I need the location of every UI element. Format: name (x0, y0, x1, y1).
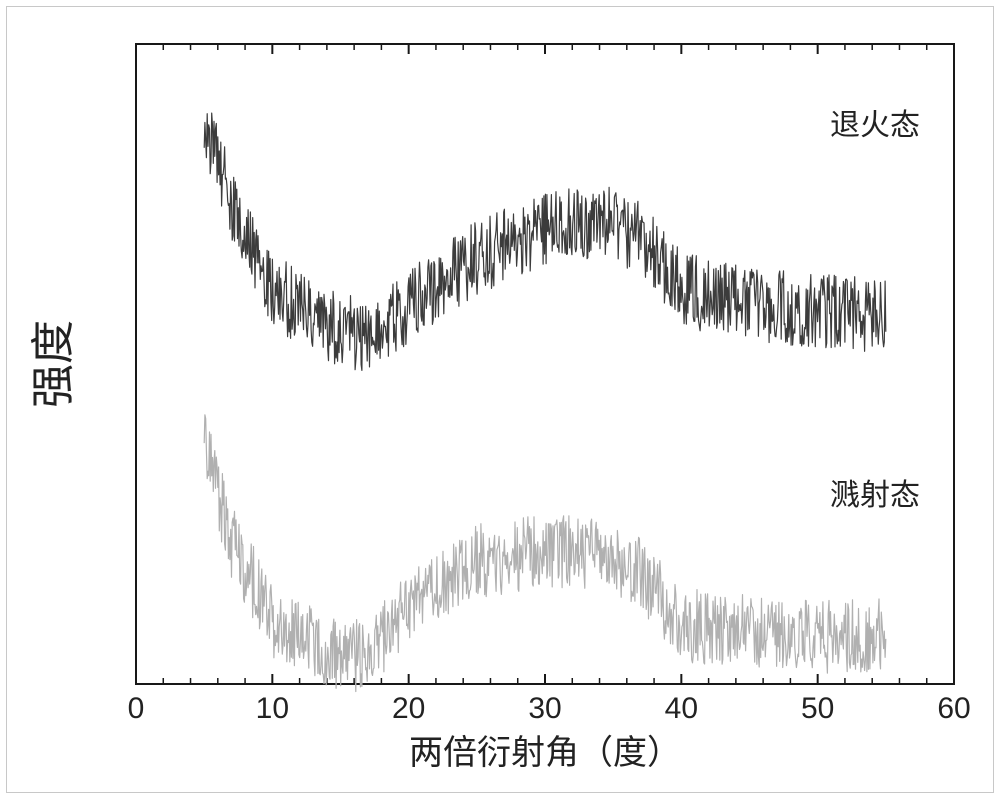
figure-panel: 0 10 20 30 40 50 60 两倍衍射角（度） 强度 退火态溅射态 (6, 6, 994, 793)
svg-text:退火态: 退火态 (830, 109, 920, 142)
svg-text:10: 10 (256, 692, 289, 725)
svg-text:两倍衍射角（度）: 两倍衍射角（度） (409, 734, 681, 772)
series-line (204, 113, 886, 370)
series-line (204, 415, 886, 692)
svg-text:强度: 强度 (29, 320, 78, 408)
svg-text:40: 40 (665, 692, 698, 725)
svg-text:50: 50 (801, 692, 834, 725)
svg-text:60: 60 (937, 692, 970, 725)
page: 0 10 20 30 40 50 60 两倍衍射角（度） 强度 退火态溅射态 (0, 0, 1000, 799)
svg-text:溅射态: 溅射态 (830, 479, 920, 512)
svg-text:30: 30 (528, 692, 561, 725)
svg-text:20: 20 (392, 692, 425, 725)
xrd-line-chart: 0 10 20 30 40 50 60 两倍衍射角（度） 强度 退火态溅射态 (7, 7, 993, 792)
svg-text:0: 0 (128, 692, 145, 725)
